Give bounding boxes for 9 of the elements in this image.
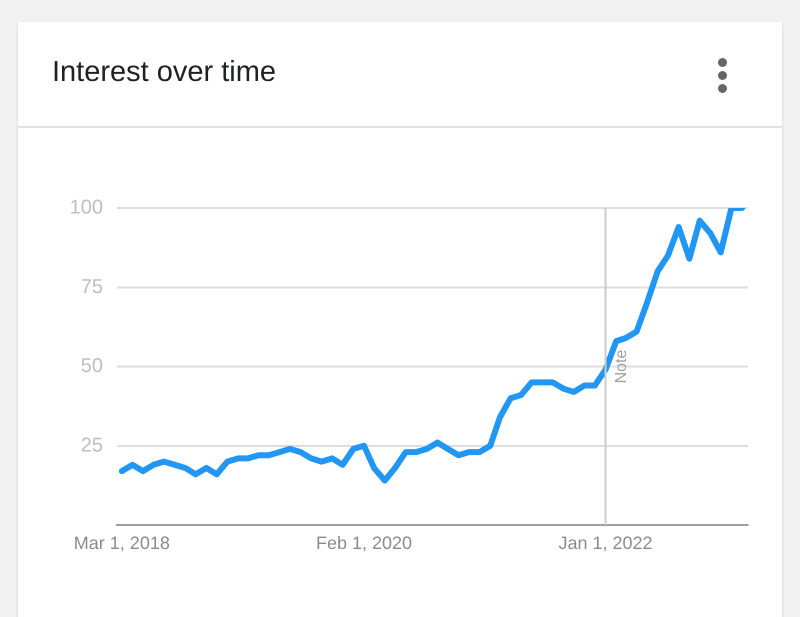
ref-line-label: Note: [612, 350, 630, 384]
x-tick-label: Jan 1, 2022: [558, 532, 653, 553]
y-tick-label: 50: [80, 355, 103, 378]
x-tick-label: Mar 1, 2018: [74, 532, 170, 553]
y-tick-label: 100: [70, 196, 103, 219]
y-tick-label: 25: [80, 434, 103, 456]
y-tick-label: 75: [80, 276, 103, 298]
x-tick-label: Feb 1, 2020: [316, 532, 412, 553]
chart-title: Interest over time: [52, 56, 276, 89]
